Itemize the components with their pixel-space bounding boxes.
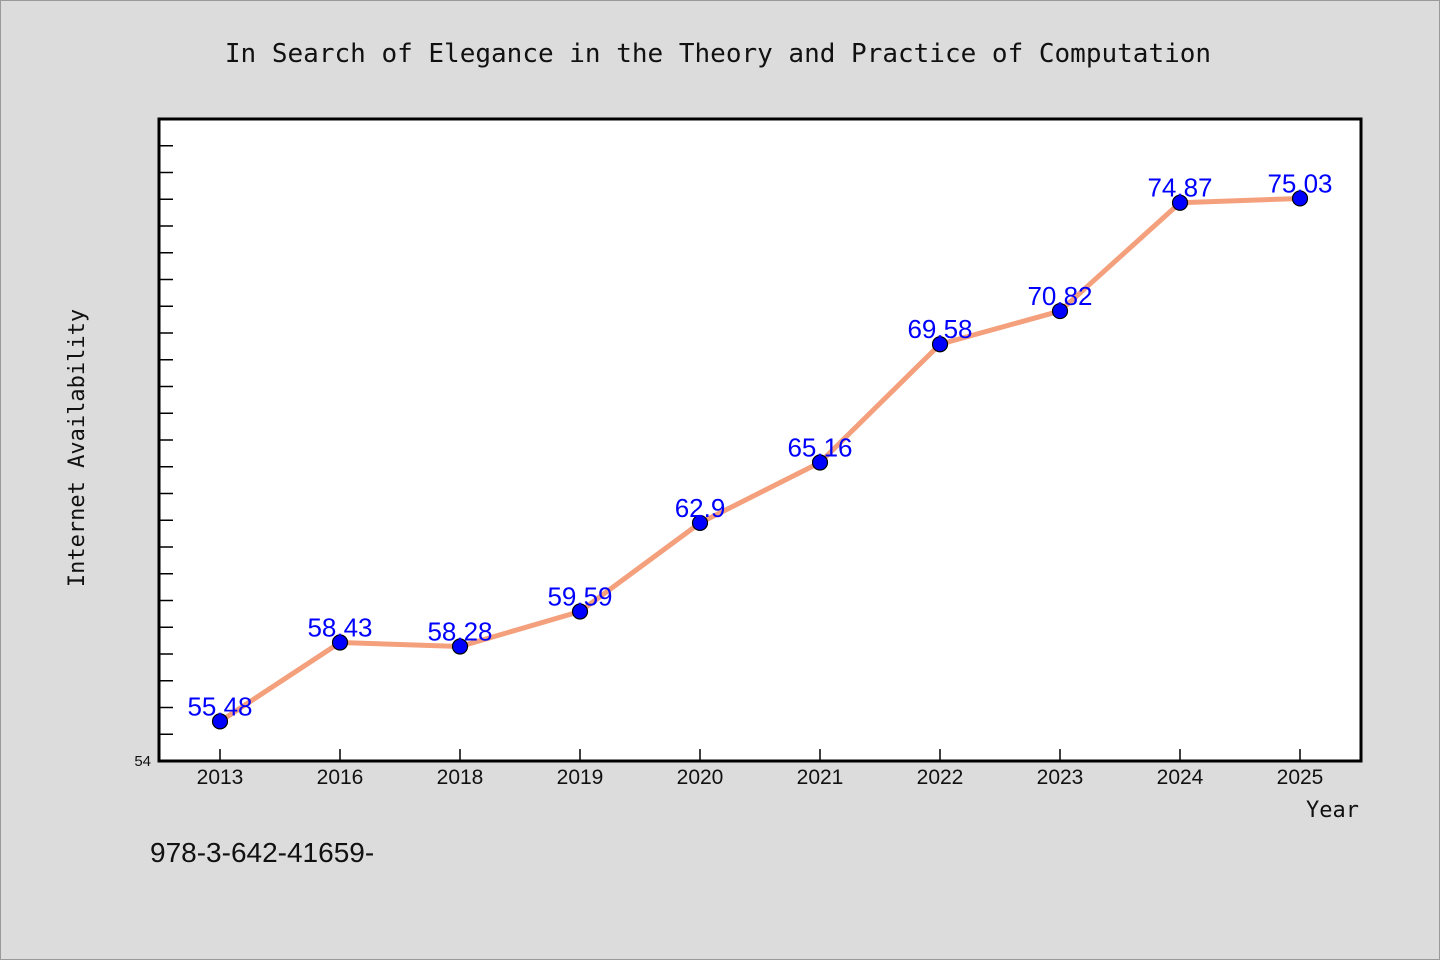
x-tick-label: 2023: [1037, 766, 1084, 789]
x-tick-label: 2022: [917, 766, 964, 789]
plot-area: [157, 117, 1363, 763]
data-label: 55.48: [187, 691, 252, 721]
chart-title: In Search of Elegance in the Theory and …: [225, 39, 1211, 69]
data-point-marker: [1291, 190, 1309, 207]
x-axis-label: Year: [1306, 798, 1359, 823]
footer-text: 978-3-642-41659-: [150, 837, 374, 868]
y-axis-ticks: [158, 145, 173, 762]
data-label: 74.87: [1147, 173, 1212, 203]
data-label: 75.03: [1267, 168, 1332, 198]
data-point-marker: [571, 603, 589, 620]
data-point-marker: [931, 336, 949, 353]
data-label: 65.16: [787, 432, 852, 462]
y-tick-label-min: 54: [134, 753, 151, 770]
data-label: 70.82: [1027, 281, 1092, 311]
x-axis-ticks: 2013 2016 2018 2019 2020 2021 2022 2023 2024 2025: [197, 749, 1324, 789]
data-point-marker: [1171, 194, 1189, 211]
x-tick-label: 2020: [677, 766, 724, 789]
data-point-marker: [1051, 302, 1069, 320]
data-point-marker: [451, 638, 469, 655]
x-tick-label: 2025: [1277, 766, 1324, 789]
data-point-marker: [811, 454, 829, 471]
data-label: 69.58: [907, 314, 972, 344]
x-tick-label: 2016: [317, 766, 364, 789]
x-tick-label: 2021: [797, 766, 844, 789]
data-point-marker: [691, 514, 709, 532]
data-label: 58.28: [427, 617, 492, 647]
data-label: 62.9: [675, 493, 726, 523]
data-point-marker: [211, 713, 229, 730]
x-tick-label: 2013: [197, 766, 244, 789]
data-label: 59.59: [547, 581, 612, 611]
x-tick-label: 2018: [437, 766, 484, 789]
data-series: 55.48 58.43 58.28 59.59 62.9 65.16 69.58 70.82 7…: [187, 168, 1333, 730]
data-point-marker: [331, 634, 349, 651]
data-label: 58.43: [307, 612, 372, 642]
series-line: [217, 195, 1303, 724]
x-tick-label: 2024: [1157, 766, 1204, 789]
x-tick-label: 2019: [557, 766, 604, 789]
y-axis-label: Internet Availability: [65, 309, 90, 587]
